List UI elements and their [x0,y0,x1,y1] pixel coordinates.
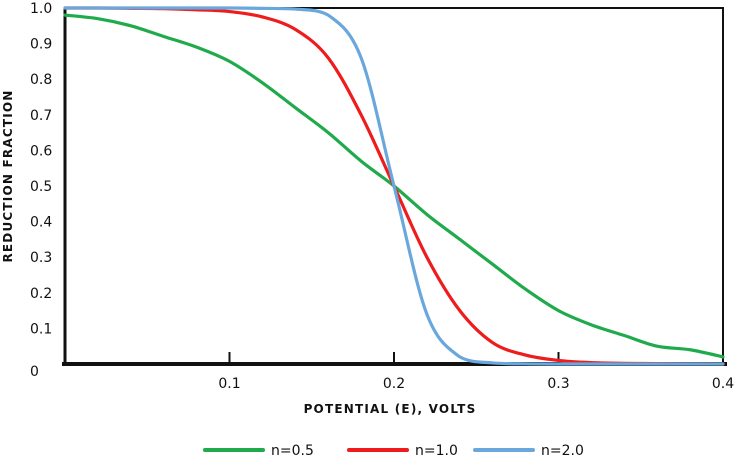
y-tick-label: 0.1 [30,321,52,337]
y-ticks: 0 0.1 0.2 0.3 0.4 0.5 0.6 0.7 0.8 0.9 1.0 [30,1,52,380]
y-tick-label: 1.0 [30,1,52,17]
y-tick-label: 0.4 [30,215,52,231]
y-tick-label: 0.6 [30,143,52,159]
legend: n=0.5 n=1.0 n=2.0 [203,443,584,457]
y-tick-label: 0.9 [30,37,52,53]
x-tick-label: 0.4 [712,376,734,392]
x-ticks: 0.1 0.2 0.3 0.4 [218,352,734,392]
legend-label: n=2.0 [541,443,584,457]
x-tick-label: 0.2 [383,376,405,392]
y-tick-label: 0.5 [30,179,52,195]
x-tick-label: 0.3 [547,376,569,392]
y-tick-label: 0.7 [30,108,52,124]
series-line-2 [63,6,725,366]
series-lines [63,6,725,366]
y-tick-label: 0.3 [30,250,52,266]
legend-label: n=0.5 [271,443,314,457]
y-tick-label: 0.2 [30,286,52,302]
y-tick-label: 0 [30,364,39,380]
x-axis-title: POTENTIAL (E), VOLTS [304,402,477,416]
legend-label: n=1.0 [415,443,458,457]
y-axis-title: REDUCTION FRACTION [1,89,15,262]
x-tick-label: 0.1 [218,376,240,392]
y-tick-label: 0.8 [30,72,52,88]
